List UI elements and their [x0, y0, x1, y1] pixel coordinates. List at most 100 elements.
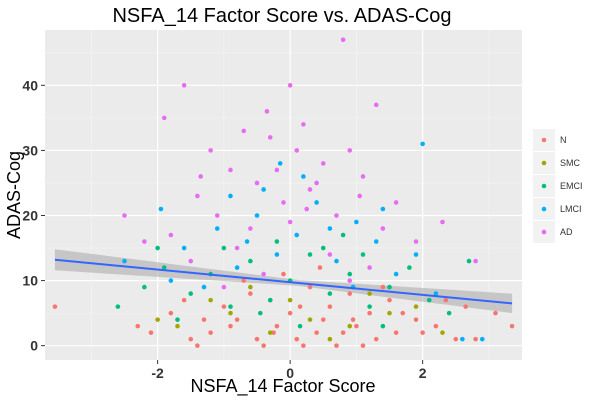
data-point	[433, 323, 439, 329]
data-point	[420, 330, 425, 335]
data-point	[380, 206, 386, 212]
data-point	[297, 304, 303, 309]
data-point	[175, 323, 180, 329]
data-point	[261, 343, 266, 348]
data-point	[301, 343, 306, 348]
legend-label: N	[560, 135, 567, 145]
data-point	[228, 304, 233, 309]
data-point	[52, 304, 58, 309]
data-point	[228, 167, 233, 173]
data-point	[400, 310, 406, 316]
data-point	[327, 304, 333, 309]
data-point	[274, 167, 280, 173]
data-point	[354, 323, 359, 329]
data-point	[334, 343, 339, 348]
data-point	[360, 174, 366, 179]
data-point	[214, 226, 220, 231]
data-point	[393, 200, 399, 205]
legend-label: LMCI	[560, 204, 582, 214]
data-point	[354, 219, 359, 225]
data-point	[287, 297, 293, 303]
data-point	[155, 317, 160, 322]
data-point	[334, 213, 339, 218]
legend-label: AD	[560, 227, 573, 237]
data-point	[267, 297, 273, 303]
data-point	[188, 336, 194, 342]
data-point	[122, 213, 127, 218]
x-tick-label: -2	[151, 365, 164, 381]
data-point	[208, 330, 213, 335]
data-point	[314, 200, 319, 205]
data-point	[426, 297, 432, 303]
data-point	[307, 317, 313, 322]
data-point	[142, 284, 147, 290]
data-point	[314, 330, 319, 335]
data-point	[440, 219, 445, 225]
data-point	[168, 310, 174, 316]
data-point	[188, 291, 194, 296]
data-point	[287, 83, 293, 88]
data-point	[509, 323, 515, 329]
legend-item-ad: AD	[533, 221, 573, 243]
plot-background	[45, 30, 522, 360]
data-point	[420, 141, 425, 147]
data-point	[234, 265, 240, 270]
data-point	[347, 148, 353, 153]
x-axis-label: NSFA_14 Factor Score	[190, 376, 375, 397]
data-point	[373, 102, 379, 108]
data-point	[228, 193, 233, 199]
data-point	[248, 258, 253, 264]
data-point	[327, 226, 333, 231]
data-point	[473, 336, 478, 342]
y-tick-label: 20	[22, 208, 38, 224]
y-tick-label: 30	[22, 142, 38, 158]
data-point	[142, 239, 147, 244]
data-point	[479, 336, 485, 342]
y-tick-label: 0	[30, 338, 38, 354]
data-point	[301, 122, 306, 127]
data-point	[334, 258, 339, 264]
data-points	[52, 37, 515, 348]
data-point	[360, 343, 366, 348]
data-point	[440, 330, 445, 335]
data-point	[340, 232, 346, 238]
data-point	[254, 180, 260, 186]
legend-swatch	[541, 160, 547, 166]
data-point	[413, 304, 419, 309]
data-point	[208, 297, 213, 303]
data-point	[241, 128, 247, 134]
data-point	[407, 265, 412, 270]
data-point	[195, 343, 200, 348]
data-point	[473, 258, 478, 264]
data-point	[274, 239, 280, 244]
data-point	[466, 258, 472, 264]
data-point	[327, 336, 333, 342]
data-point	[367, 304, 372, 309]
data-point	[367, 310, 372, 316]
data-point	[347, 291, 353, 296]
data-point	[347, 323, 353, 329]
x-tick-label: 2	[419, 365, 427, 381]
data-point	[453, 336, 459, 342]
data-point	[294, 232, 300, 238]
data-point	[281, 271, 286, 277]
data-point	[360, 252, 366, 257]
series-ad	[122, 37, 478, 290]
data-point	[244, 239, 250, 244]
data-point	[301, 174, 306, 179]
data-point	[393, 330, 399, 335]
data-point	[214, 213, 220, 218]
data-point	[274, 323, 280, 329]
data-point	[267, 330, 273, 335]
data-point	[373, 239, 379, 244]
data-point	[248, 284, 253, 290]
y-tick-label: 40	[22, 77, 38, 93]
data-point	[188, 258, 194, 264]
data-point	[327, 252, 333, 257]
series-n	[52, 265, 515, 348]
data-point	[281, 200, 286, 205]
data-point	[271, 330, 276, 335]
legend-swatch	[541, 206, 547, 212]
data-point	[307, 252, 313, 257]
